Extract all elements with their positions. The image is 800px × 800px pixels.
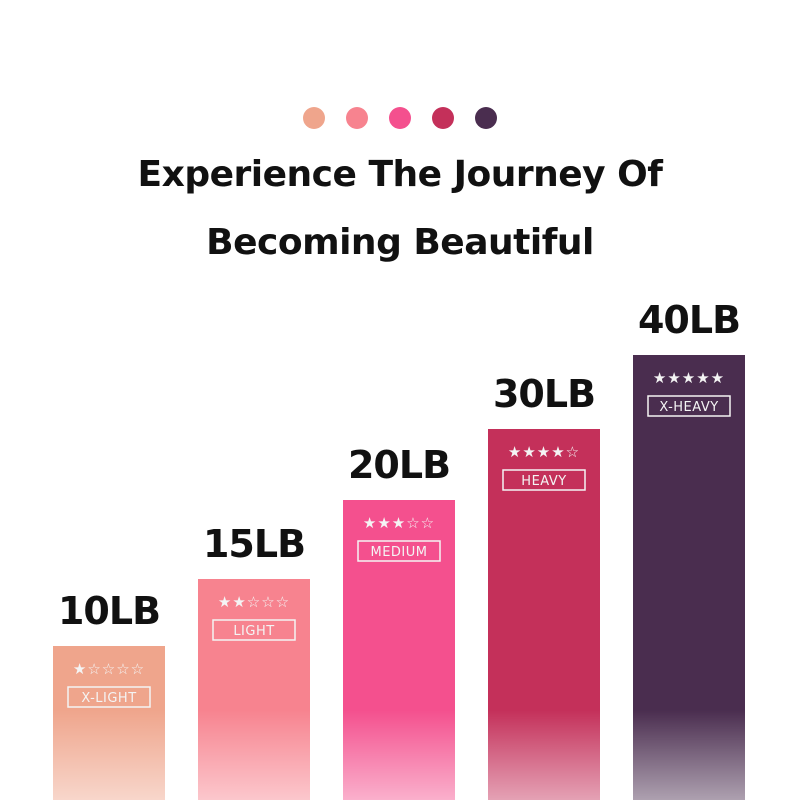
color-dot bbox=[475, 107, 497, 129]
level-label: X-HEAVY bbox=[659, 400, 718, 415]
bar bbox=[198, 579, 310, 800]
star-rating: ★★★☆☆ bbox=[363, 514, 435, 532]
level-box bbox=[212, 619, 296, 641]
level-box bbox=[502, 469, 586, 491]
star-rating: ★★★★★ bbox=[653, 369, 725, 387]
star-rating: ★★☆☆☆ bbox=[218, 593, 290, 611]
bar-value-label: 10LB bbox=[58, 589, 160, 633]
level-label: LIGHT bbox=[233, 624, 274, 639]
star-rating: ★☆☆☆☆ bbox=[73, 660, 145, 678]
color-dot bbox=[346, 107, 368, 129]
color-dot bbox=[389, 107, 411, 129]
bar-value-label: 30LB bbox=[493, 372, 595, 416]
level-label: HEAVY bbox=[521, 474, 566, 489]
bar bbox=[633, 355, 745, 800]
level-box bbox=[357, 540, 441, 562]
title-line-2: Becoming Beautiful bbox=[206, 222, 594, 263]
color-dot bbox=[432, 107, 454, 129]
color-dot bbox=[303, 107, 325, 129]
level-box bbox=[67, 686, 151, 708]
level-label: MEDIUM bbox=[370, 545, 427, 560]
title-line-1: Experience The Journey Of bbox=[137, 154, 663, 195]
level-box bbox=[647, 395, 731, 417]
level-label: X-LIGHT bbox=[81, 691, 136, 706]
bar-value-label: 15LB bbox=[203, 522, 305, 566]
bar-value-label: 20LB bbox=[348, 443, 450, 487]
color-dots bbox=[0, 107, 800, 129]
star-rating: ★★★★☆ bbox=[508, 443, 580, 461]
bar-value-label: 40LB bbox=[638, 298, 740, 342]
